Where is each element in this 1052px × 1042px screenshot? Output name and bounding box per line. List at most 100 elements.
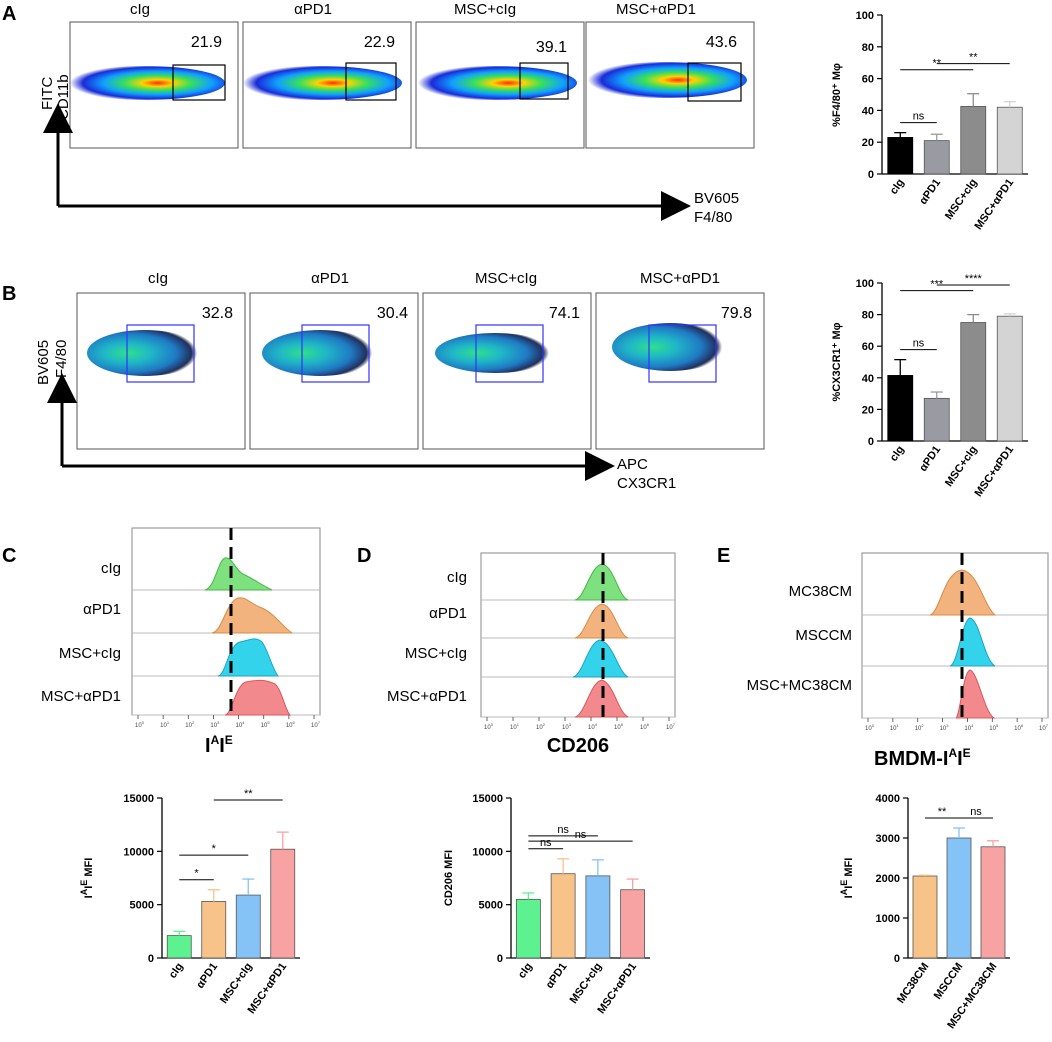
flow-b-plot-2 <box>249 292 419 450</box>
A_bar-cat-label-3: MSC+αPD1 <box>973 177 1017 232</box>
flow-b-title-3: MSC+cIg <box>475 270 537 287</box>
hist_E-tick-label-5: 105 <box>989 723 999 732</box>
A_bar-bar-1 <box>923 140 950 175</box>
hist_E-tick-label-3: 103 <box>940 723 950 732</box>
B_bar-bar-1 <box>923 397 950 442</box>
panel-label-d: D <box>357 545 371 567</box>
hist-d-x-label: CD206 <box>547 735 609 757</box>
A_bar-ytick-label-5: 100 <box>856 10 874 22</box>
flow-a-pct-2: 22.9 <box>364 34 395 51</box>
flow-b-pct-2: 30.4 <box>377 305 408 322</box>
A_bar-bar-0 <box>887 137 914 175</box>
B_bar-ytick-label-3: 60 <box>862 341 874 353</box>
flow-a-pct-4: 43.6 <box>706 34 737 51</box>
hist_D-tick-label-2: 102 <box>536 722 546 731</box>
flow-b-plot-4 <box>595 292 765 450</box>
D_bar-ylabel: CD206 MFI <box>443 850 455 906</box>
C_bar-ytick-label-0: 0 <box>148 953 154 965</box>
hist_E-tick-label-1: 101 <box>890 723 900 732</box>
E_bar-bar-0 <box>912 875 938 959</box>
hist-e-x-label: BMDM-IAIE <box>874 746 971 770</box>
A_bar-cat-label-1: αPD1 <box>917 177 943 207</box>
D_bar-bar-3 <box>620 889 646 959</box>
flow-a-y-label-2: CD11b <box>55 74 72 120</box>
D_bar-ytick-label-2: 10000 <box>472 846 503 858</box>
B_bar-bar-0 <box>887 375 914 442</box>
hist_D-tick-label-6: 106 <box>640 722 650 731</box>
hist_D-tick-label-3: 103 <box>562 722 572 731</box>
hist_C-tick-label-0: 100 <box>135 720 145 729</box>
hist-d-peak-3 <box>572 639 629 678</box>
hist-c-ticks: 100 101 102 103 104 105 106 107 <box>135 715 321 729</box>
flow-a-density-3 <box>413 66 577 100</box>
hist-d-row-label-3: MSC+cIg <box>405 645 467 662</box>
B_bar-ytick-label-1: 20 <box>862 404 874 416</box>
hist-c-row-label-2: αPD1 <box>83 601 121 618</box>
hist_C-tick-label-3: 103 <box>210 720 220 729</box>
flow-a-density-2 <box>238 66 402 100</box>
A_bar-ytick-label-4: 80 <box>862 42 874 54</box>
hist-e-peak-2 <box>949 617 996 667</box>
flow-a-plot-4 <box>585 21 755 149</box>
flow-b-density-2 <box>262 330 378 376</box>
hist_C-tick-label-7: 107 <box>311 720 321 729</box>
D_bar-cat-label-0: cIg <box>516 961 535 981</box>
hist_C-tick-label-4: 104 <box>236 720 246 729</box>
hist_D-tick-label-5: 105 <box>614 722 624 731</box>
flow-b-pct-1: 32.8 <box>202 305 233 322</box>
flow-b-gate-3 <box>475 324 544 383</box>
flow-a-x-label-2: F4/80 <box>694 209 732 226</box>
hist-e-row-label-3: MSC+MC38CM <box>747 677 852 694</box>
flow-b-gate-2 <box>301 324 370 383</box>
flow-b-title-1: cIg <box>148 270 168 287</box>
C_bar-ytick-label-2: 10000 <box>123 846 154 858</box>
flow-a-title-3: MSC+cIg <box>454 1 516 18</box>
hist_D-tick-label-7: 107 <box>666 722 676 731</box>
C_bar-bar-2 <box>235 894 261 959</box>
C_bar-cat-label-1: αPD1 <box>194 961 220 991</box>
A_bar-ytick-label-3: 60 <box>862 74 874 86</box>
flow-b-title-4: MSC+αPD1 <box>640 270 720 287</box>
flow-a-density-1 <box>65 66 225 100</box>
hist_D-tick-label-4: 104 <box>588 722 598 731</box>
flow-b-pct-4: 79.8 <box>721 305 752 322</box>
flow-a-pct-1: 21.9 <box>191 34 222 51</box>
B_bar-bar-3 <box>996 315 1023 442</box>
B_bar-ytick-label-0: 0 <box>868 436 874 448</box>
B_bar-bar-2 <box>960 322 987 442</box>
hist_D-tick-label-0: 100 <box>484 722 494 731</box>
flow-a-gate-3 <box>519 62 569 100</box>
panel-label-c: C <box>2 545 16 567</box>
hist_C-tick-label-6: 106 <box>286 720 296 729</box>
C_bar-sig-label-1: * <box>212 843 217 855</box>
E_bar-cat-label-0: MC38CM <box>895 961 931 1006</box>
D_bar-cat-label-1: αPD1 <box>544 961 570 991</box>
C_bar-ytick-label-1: 5000 <box>130 900 154 912</box>
hist-d-group: cIg αPD1 MSC+cIg MSC+αPD1 CD206 <box>387 552 676 757</box>
hist_E-tick-label-4: 104 <box>964 723 974 732</box>
B_bar-cat-label-0: cIg <box>888 444 907 464</box>
C_bar-cat-label-2: MSC+cIg <box>218 961 255 1006</box>
E_bar-ytick-label-3: 3000 <box>876 833 900 845</box>
hist_C-tick-label-5: 105 <box>261 720 271 729</box>
flow-a-title-1: cIg <box>130 1 150 18</box>
hist-c-x-label: IAIE <box>205 733 233 757</box>
B_bar-ytick-label-2: 40 <box>862 373 874 385</box>
C_bar-ytick-label-3: 15000 <box>123 793 154 805</box>
B_bar-cat-label-2: MSC+cIg <box>943 444 980 489</box>
hist-d-row-label-2: αPD1 <box>429 605 467 622</box>
flow-a-x-label-1: BV605 <box>694 190 739 207</box>
hist-c-peak-2 <box>211 597 294 634</box>
D_bar-cat-label-2: MSC+cIg <box>568 961 605 1006</box>
hist-d-row-label-1: cIg <box>447 569 467 586</box>
panel-label-b: B <box>2 283 16 305</box>
D_bar-sig-label-2: ns <box>575 829 587 841</box>
C_bar-bar-1 <box>201 901 227 959</box>
hist-e-ticks: 100 101 102 103 104 105 106 107 <box>865 718 1049 732</box>
D_bar-bar-2 <box>585 875 611 959</box>
E_bar-ytick-label-4: 4000 <box>876 793 900 805</box>
A_bar-ytick-label-1: 20 <box>862 137 874 149</box>
